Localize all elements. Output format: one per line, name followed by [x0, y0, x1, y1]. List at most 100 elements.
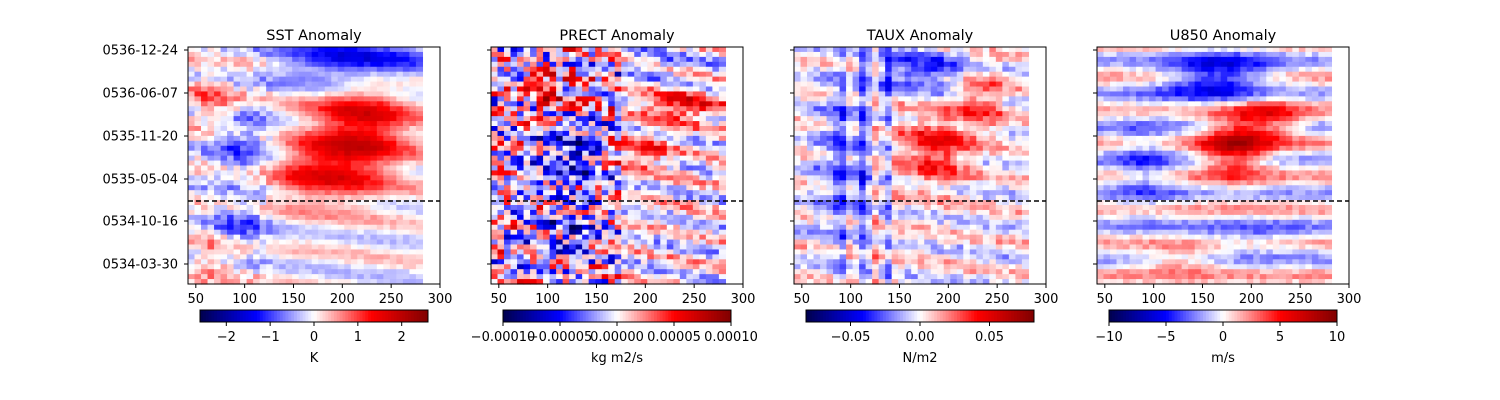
heatmap-cell: [259, 61, 267, 68]
heatmap-cell: [601, 101, 609, 107]
heatmap-cell: [950, 214, 958, 221]
heatmap-cell: [311, 130, 319, 137]
heatmap-cell: [614, 106, 622, 112]
heatmap-cell: [214, 205, 222, 211]
heatmap-cell: [266, 106, 274, 112]
heatmap-cell: [800, 66, 808, 73]
heatmap-cell: [614, 229, 622, 236]
heatmap-cell: [318, 205, 326, 211]
heatmap-cell: [298, 259, 306, 265]
heatmap-cell: [647, 61, 655, 68]
heatmap-cell: [188, 274, 196, 280]
heatmap-cell: [807, 111, 815, 117]
heatmap-cell: [595, 61, 603, 68]
heatmap-cell: [272, 254, 280, 260]
heatmap-cell: [497, 150, 505, 157]
heatmap-cell: [820, 254, 828, 260]
heatmap-cell: [246, 81, 254, 88]
heatmap-cell: [530, 111, 538, 117]
heatmap-cell: [634, 91, 642, 97]
heatmap-cell: [227, 150, 235, 157]
heatmap-cell: [692, 126, 700, 132]
heatmap-cell: [357, 150, 365, 157]
heatmap-cell: [930, 264, 938, 270]
heatmap-cell: [357, 249, 365, 255]
heatmap-cell: [924, 160, 932, 167]
heatmap-cell: [917, 180, 925, 186]
heatmap-cell: [253, 81, 261, 88]
heatmap-cell: [253, 229, 261, 236]
colorbar-segment: [379, 310, 383, 322]
heatmap-cell: [673, 47, 681, 53]
heatmap-cell: [956, 175, 964, 181]
heatmap-cell: [311, 219, 319, 226]
heatmap-cell: [504, 170, 512, 176]
heatmap-cell: [705, 190, 713, 196]
heatmap-cell: [943, 86, 951, 93]
heatmap-cell: [686, 219, 694, 226]
heatmap-cell: [588, 140, 596, 147]
heatmap-cell: [950, 229, 958, 236]
heatmap-cell: [556, 249, 564, 255]
heatmap-cell: [582, 76, 590, 83]
colorbar-tick-label: 1: [354, 330, 362, 345]
heatmap-cell: [510, 126, 518, 132]
heatmap-cell: [497, 51, 505, 58]
heatmap-cell: [530, 239, 538, 246]
heatmap-cell: [608, 101, 616, 107]
heatmap-cell: [530, 47, 538, 53]
heatmap-cell: [718, 66, 727, 73]
heatmap-cell: [259, 165, 267, 172]
heatmap-cell: [712, 91, 720, 97]
heatmap-cell: [350, 47, 358, 53]
heatmap-cell: [344, 259, 352, 265]
colorbar-segment: [522, 310, 527, 322]
heatmap-cell: [911, 96, 919, 102]
heatmap-cell: [246, 135, 254, 142]
heatmap-cell: [318, 274, 326, 280]
heatmap-cell: [608, 96, 616, 102]
heatmap-cell: [898, 264, 906, 270]
heatmap-cell: [878, 195, 886, 201]
heatmap-cell: [220, 274, 228, 280]
heatmap-cell: [950, 51, 958, 58]
heatmap-cell: [337, 214, 345, 221]
heatmap-cell: [943, 111, 951, 117]
heatmap-cell: [220, 209, 228, 216]
heatmap-cell: [712, 145, 720, 152]
heatmap-cell: [233, 269, 241, 275]
heatmap-cell: [543, 249, 551, 255]
heatmap-cell: [279, 219, 287, 226]
heatmap-cell: [898, 116, 906, 122]
heatmap-cell: [569, 195, 577, 201]
heatmap-cell: [852, 175, 860, 181]
heatmap-cell: [383, 126, 391, 132]
colorbar-segment: [271, 310, 275, 322]
heatmap-cell: [337, 185, 345, 191]
heatmap-cell: [885, 150, 893, 157]
heatmap-cell: [614, 86, 622, 93]
heatmap-cell: [647, 219, 655, 226]
heatmap-cell: [220, 106, 228, 112]
heatmap-cell: [963, 130, 971, 137]
heatmap-cell: [220, 229, 228, 236]
colorbar-tick-label: −0.00005: [528, 330, 593, 345]
heatmap-cell: [911, 51, 919, 58]
heatmap-cell: [666, 145, 674, 152]
heatmap-cell: [318, 264, 326, 270]
heatmap-cell: [800, 61, 808, 68]
heatmap-cell: [911, 66, 919, 73]
heatmap-cell: [311, 244, 319, 251]
heatmap-cell: [807, 185, 815, 191]
heatmap-cell: [298, 71, 306, 78]
heatmap-cell: [930, 116, 938, 122]
heatmap-cell: [357, 56, 365, 63]
heatmap-cell: [240, 106, 248, 112]
heatmap-cell: [917, 195, 925, 201]
heatmap-cell: [852, 214, 860, 221]
heatmap-cell: [807, 150, 815, 157]
heatmap-cell: [536, 81, 544, 88]
heatmap-cell: [491, 239, 499, 246]
heatmap-cell: [930, 81, 938, 88]
heatmap-cell: [885, 66, 893, 73]
